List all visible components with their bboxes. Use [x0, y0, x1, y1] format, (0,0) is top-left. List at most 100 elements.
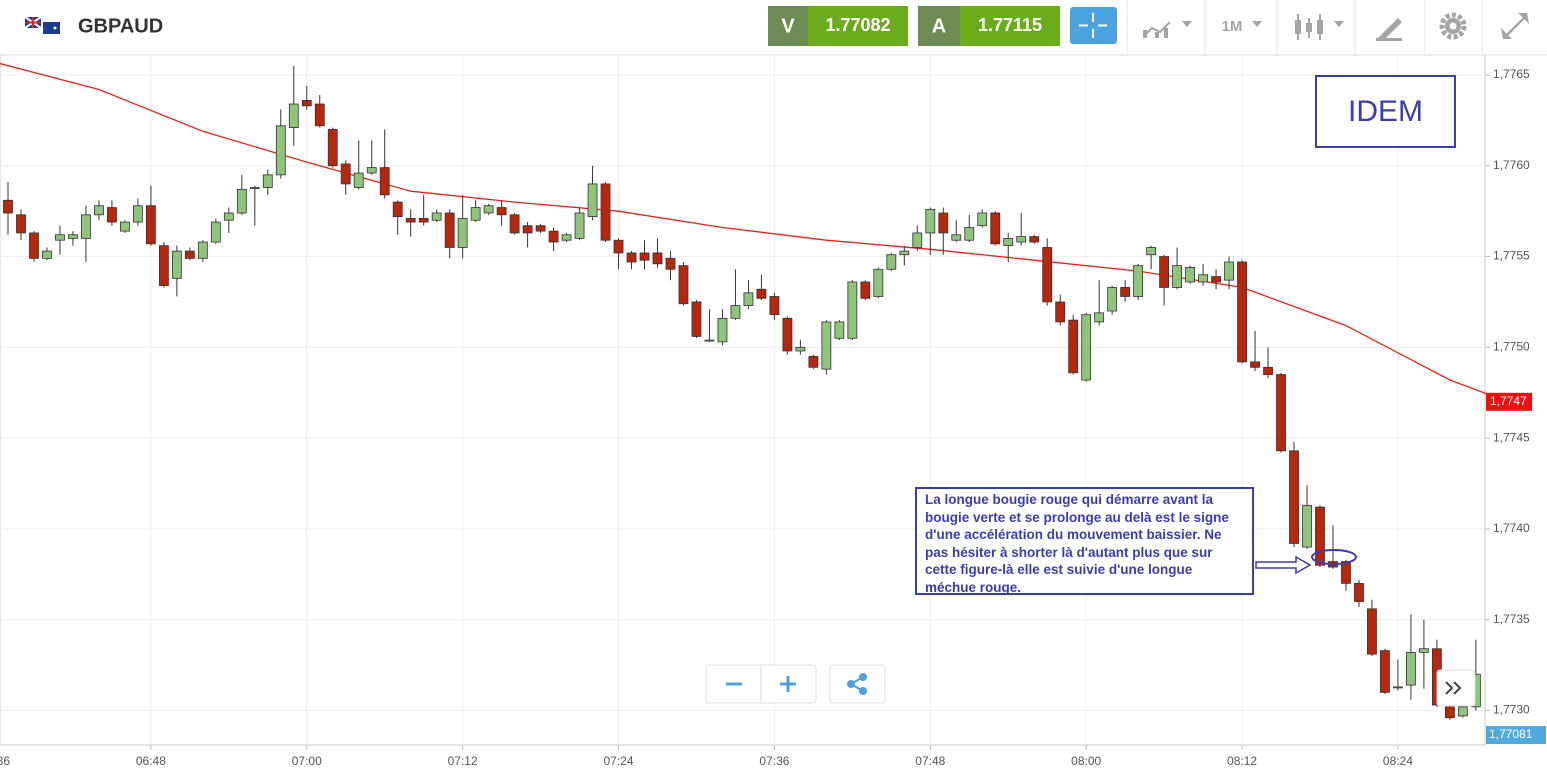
candle-body	[574, 212, 585, 239]
candle-body	[1315, 506, 1325, 566]
candle-body	[613, 239, 624, 254]
candle-body	[977, 212, 988, 227]
draw-button[interactable]	[1376, 18, 1402, 41]
x-tick-label: 06:36	[0, 754, 10, 768]
x-tick-label: 08:24	[1383, 754, 1413, 768]
y-tick-label: 1,7765	[1493, 67, 1530, 81]
candle-body	[1146, 247, 1157, 256]
grid	[0, 55, 1485, 745]
candle-body	[847, 281, 858, 339]
candle-body	[1354, 582, 1364, 602]
candle-body	[275, 125, 286, 176]
candle-body	[496, 207, 507, 216]
candle-body	[68, 234, 78, 239]
candle-body	[340, 163, 351, 185]
candle-body	[951, 234, 962, 241]
chart-type-button[interactable]	[1295, 14, 1344, 40]
candle-body	[548, 230, 559, 243]
share-node	[847, 680, 855, 688]
x-tick-label: 06:48	[136, 754, 166, 768]
candle-body	[730, 305, 741, 319]
candle-body	[197, 241, 208, 259]
idem-annotation: IDEM	[1315, 75, 1456, 148]
scroll-box	[1436, 669, 1476, 707]
candle-body	[1457, 706, 1468, 717]
candle-body	[1055, 301, 1066, 323]
candle-body	[327, 129, 338, 167]
y-tick-label: 1,7760	[1493, 158, 1530, 172]
candle-body	[1224, 261, 1234, 281]
settings-button[interactable]	[1439, 12, 1467, 40]
bid-box[interactable]	[808, 6, 908, 46]
x-tick-label: 07:48	[915, 754, 945, 768]
candle-body	[1406, 651, 1416, 686]
candle-body	[431, 212, 442, 221]
candle-body	[444, 212, 455, 248]
candle-body	[561, 234, 572, 241]
candle-body	[249, 187, 260, 189]
y-tick-label: 1,7740	[1493, 521, 1530, 535]
scroll-right-button[interactable]	[1436, 669, 1476, 707]
candle-body	[1003, 237, 1014, 247]
candle-body	[171, 250, 182, 279]
candle-body	[938, 212, 949, 234]
timeframe[interactable]: 1M	[1222, 18, 1243, 35]
x-tick-label: 07:00	[292, 754, 322, 768]
ask-box[interactable]	[960, 6, 1060, 46]
candle-body	[899, 250, 910, 256]
candle-body	[1081, 314, 1092, 381]
candle-body	[353, 172, 364, 188]
candle-body	[756, 288, 767, 299]
candle-body	[1068, 319, 1079, 374]
candle-body	[314, 103, 325, 127]
flag	[24, 16, 60, 34]
candle-body	[1302, 504, 1312, 548]
candle-body	[1185, 267, 1195, 283]
ask-price: 1.77115	[978, 15, 1042, 35]
candle-body	[1120, 287, 1131, 297]
candle-body	[600, 183, 611, 241]
candle-body	[1198, 274, 1208, 283]
candle-body	[808, 356, 819, 368]
crosshair-button[interactable]	[1070, 7, 1117, 44]
candle-body	[1250, 361, 1260, 368]
y-tick-label: 1,7745	[1493, 430, 1530, 444]
candle-body	[392, 201, 403, 218]
timeframe-caret	[1252, 21, 1262, 27]
candle-body	[873, 268, 884, 297]
ask-tab[interactable]	[918, 6, 960, 46]
bid-tab[interactable]	[768, 6, 808, 46]
candle-body	[912, 232, 923, 248]
candle-body	[1419, 648, 1429, 653]
candle-body	[743, 292, 754, 306]
candle-body	[769, 296, 780, 316]
y-tick-label: 1,7730	[1493, 703, 1530, 717]
candle-body	[1289, 450, 1299, 544]
candle-body	[1367, 608, 1377, 655]
candle-body	[652, 252, 663, 265]
candle-body	[1133, 265, 1144, 297]
candle-body	[587, 183, 598, 218]
candle-body	[29, 232, 39, 259]
x-tick-label: 07:36	[759, 754, 789, 768]
share-button[interactable]	[829, 664, 886, 704]
fullscreen-button[interactable]	[1501, 13, 1529, 39]
zoom-controls	[705, 664, 817, 704]
candle-body	[1094, 312, 1105, 323]
candle-body	[860, 281, 871, 299]
ma-price-tag	[1486, 392, 1532, 411]
candle-body	[665, 257, 676, 270]
candle-body	[379, 167, 390, 196]
candle-body	[145, 205, 156, 245]
candle-body	[1159, 256, 1170, 288]
candle-body	[522, 225, 533, 234]
candle-body	[1263, 366, 1273, 375]
candle-body	[795, 346, 806, 352]
indicator-button[interactable]	[1143, 21, 1192, 38]
y-tick-label: 1,7735	[1493, 612, 1530, 626]
zoom-in-button[interactable]	[780, 676, 796, 692]
share-node	[859, 673, 867, 681]
candle-body	[678, 265, 689, 305]
y-tick-label: 1,7750	[1493, 340, 1530, 354]
highlight-ellipse	[1311, 549, 1357, 565]
